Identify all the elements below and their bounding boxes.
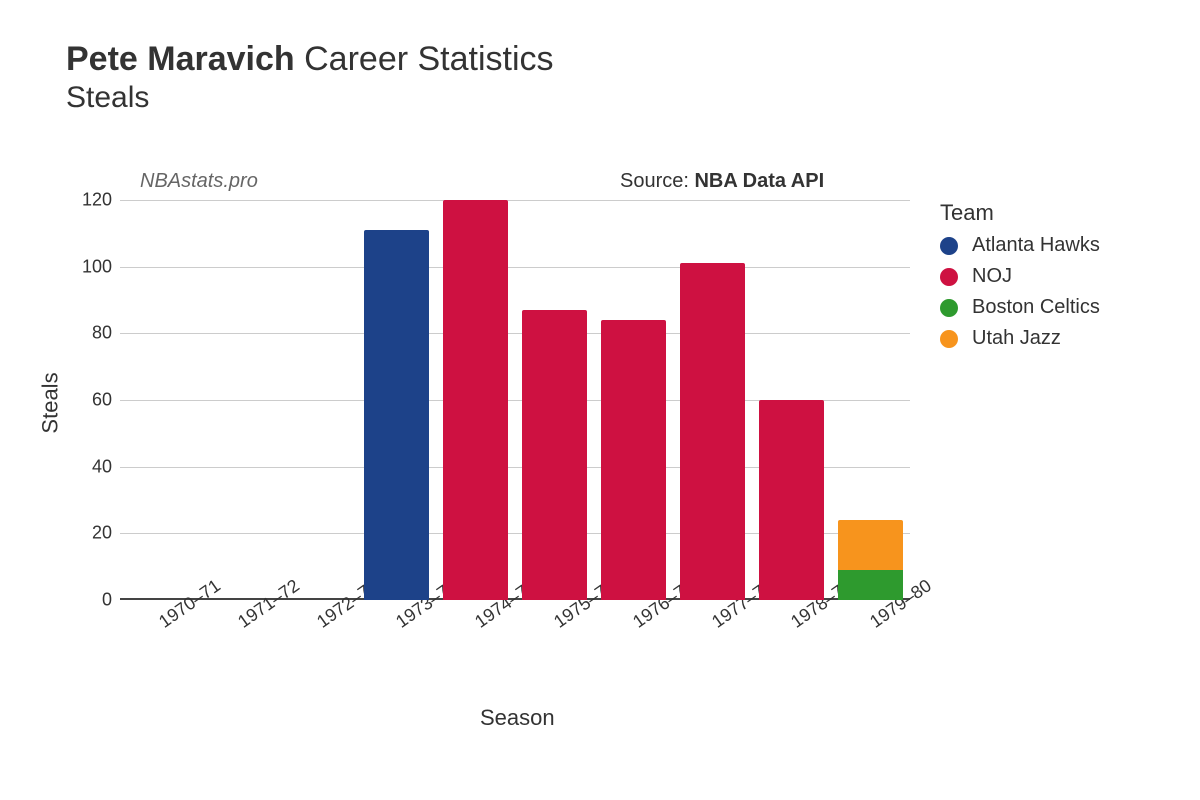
x-tick-label: 1971–72 xyxy=(234,575,303,632)
gridline xyxy=(120,267,910,268)
chart-container: Pete Maravich Career Statistics Steals N… xyxy=(0,0,1200,800)
legend-swatch-icon xyxy=(940,299,958,317)
legend-item: Atlanta Hawks xyxy=(940,234,1100,257)
y-tick-label: 40 xyxy=(92,456,120,477)
legend-swatch-icon xyxy=(940,237,958,255)
y-tick-label: 20 xyxy=(92,523,120,544)
legend-item: NOJ xyxy=(940,265,1100,288)
y-axis-label: Steals xyxy=(38,372,64,433)
source-name: NBA Data API xyxy=(694,170,824,192)
bar-segment xyxy=(838,520,903,570)
y-tick-label: 100 xyxy=(82,256,120,277)
bar-segment xyxy=(522,310,587,600)
bar-segment xyxy=(838,570,903,600)
x-axis-label: Season xyxy=(480,705,555,731)
y-tick-label: 80 xyxy=(92,323,120,344)
legend: Team Atlanta Hawks NOJ Boston Celtics Utah … xyxy=(940,200,1100,358)
legend-title: Team xyxy=(940,200,1100,226)
gridline xyxy=(120,200,910,201)
chart-title-area: Pete Maravich Career Statistics Steals xyxy=(66,40,554,115)
source-prefix: Source: xyxy=(620,170,694,192)
legend-swatch-icon xyxy=(940,268,958,286)
bar-segment xyxy=(680,263,745,600)
legend-label: NOJ xyxy=(972,265,1012,288)
gridline xyxy=(120,333,910,334)
chart-title: Pete Maravich Career Statistics xyxy=(66,40,554,79)
chart-title-suffix: Career Statistics xyxy=(295,40,554,78)
bar-segment xyxy=(443,200,508,600)
y-tick-label: 120 xyxy=(82,190,120,211)
plot-area: 0204060801001201970–711971–721972–731973… xyxy=(120,200,910,600)
bar-segment xyxy=(601,320,666,600)
legend-item: Utah Jazz xyxy=(940,327,1100,350)
legend-label: Boston Celtics xyxy=(972,296,1100,319)
legend-label: Utah Jazz xyxy=(972,327,1061,350)
bar-segment xyxy=(364,230,429,600)
legend-label: Atlanta Hawks xyxy=(972,234,1100,257)
chart-subtitle: Steals xyxy=(66,81,554,115)
legend-swatch-icon xyxy=(940,330,958,348)
x-tick-label: 1970–71 xyxy=(155,575,224,632)
source-label: Source: NBA Data API xyxy=(620,170,824,193)
watermark: NBAstats.pro xyxy=(140,170,258,193)
y-tick-label: 0 xyxy=(102,590,120,611)
legend-item: Boston Celtics xyxy=(940,296,1100,319)
y-tick-label: 60 xyxy=(92,390,120,411)
chart-title-player: Pete Maravich xyxy=(66,40,295,78)
bar-segment xyxy=(759,400,824,600)
